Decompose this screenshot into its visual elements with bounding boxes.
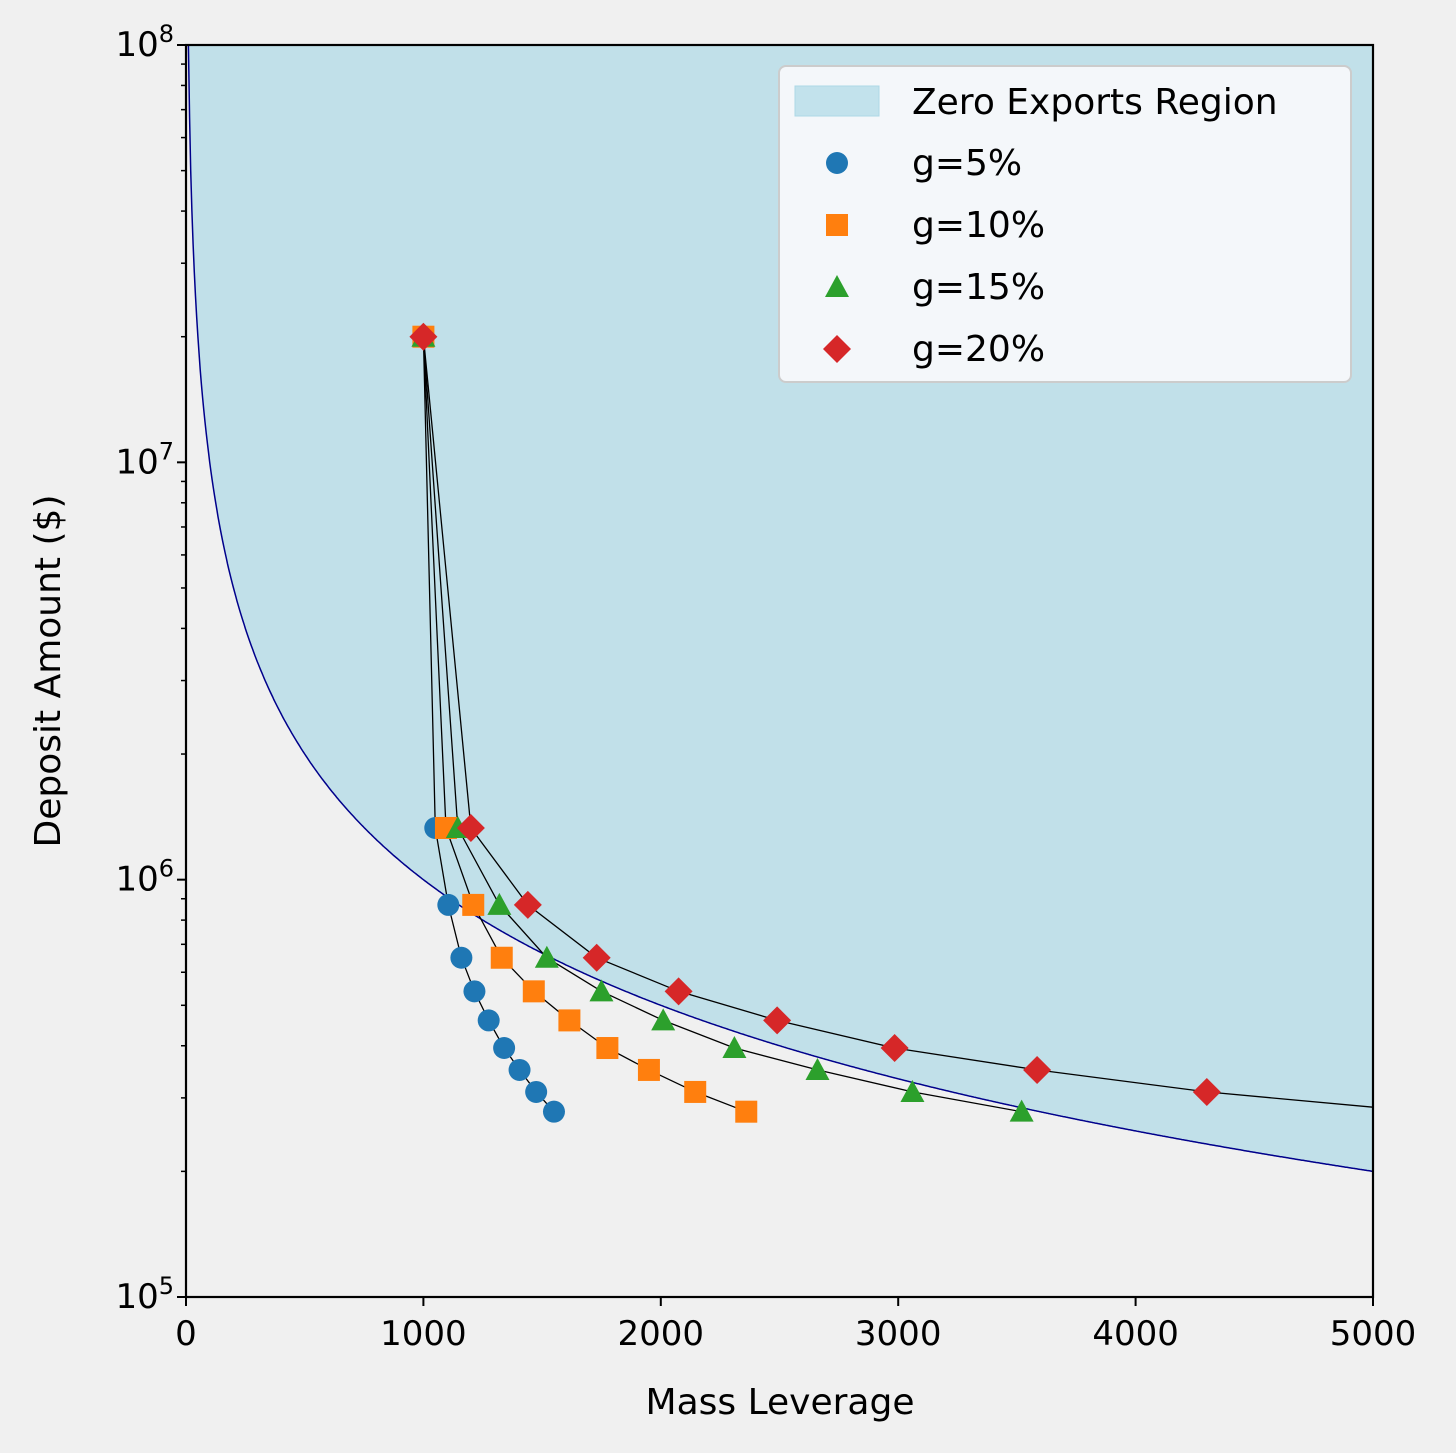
- data-point-triangle: [805, 1057, 830, 1080]
- legend-label-region: Zero Exports Region: [912, 82, 1278, 123]
- y-axis-label: Deposit Amount ($): [28, 495, 69, 848]
- data-point-square: [637, 1058, 660, 1081]
- legend-entries: g=5% g=10% g=15% g=20%: [823, 143, 1045, 370]
- y-tick-label: 105: [115, 1272, 174, 1317]
- data-point-circle: [525, 1080, 548, 1103]
- legend-swatch-region: [794, 85, 880, 117]
- data-point-triangle: [534, 945, 559, 968]
- data-point-square: [684, 1080, 707, 1103]
- legend-label: g=15%: [912, 267, 1045, 308]
- data-point-triangle: [722, 1036, 747, 1059]
- legend-frame: [778, 65, 1352, 383]
- series-lines: [422, 336, 1373, 1113]
- data-point-square: [490, 946, 513, 969]
- x-tick-label: 2000: [618, 1314, 705, 1354]
- data-point-circle: [508, 1058, 531, 1081]
- legend-label: g=20%: [912, 329, 1045, 370]
- legend-label: g=5%: [912, 143, 1022, 184]
- x-tick-label: 3000: [855, 1314, 942, 1354]
- legend: Zero Exports Region g=5% g=10% g=15% g=20%: [778, 65, 1352, 383]
- y-axis: 105 106 107 108: [115, 20, 186, 1317]
- series-line-3: [422, 336, 1022, 1113]
- series-markers: [409, 322, 1221, 1123]
- data-point-triangle: [1009, 1099, 1034, 1122]
- data-point-diamond: [409, 322, 438, 351]
- axes-frame: [184, 43, 1375, 1299]
- y-tick-label: 107: [115, 437, 174, 482]
- series-line-4: [422, 336, 1373, 1108]
- data-point-circle: [450, 946, 473, 969]
- data-point-circle: [477, 1009, 500, 1032]
- legend-marker-square: [826, 214, 848, 236]
- x-axis-label: Mass Leverage: [646, 1382, 915, 1423]
- data-point-circle: [437, 893, 460, 916]
- data-point-diamond: [582, 943, 611, 972]
- zero-exports-boundary-line: [187, 45, 1373, 1173]
- legend-marker-triangle: [825, 275, 849, 297]
- data-point-diamond: [513, 890, 542, 919]
- x-axis: 0 1000 2000 3000 4000 5000: [175, 1297, 1416, 1354]
- series-line-1: [422, 336, 555, 1113]
- data-point-circle: [493, 1037, 516, 1060]
- y-tick-label: 106: [115, 855, 174, 900]
- legend-marker-diamond: [823, 335, 851, 363]
- data-point-square: [558, 1009, 581, 1032]
- legend-label: g=10%: [912, 205, 1045, 246]
- data-point-circle: [542, 1100, 565, 1123]
- data-point-square: [522, 980, 545, 1003]
- data-point-diamond: [456, 813, 485, 842]
- x-tick-label: 4000: [1092, 1314, 1179, 1354]
- legend-marker-circle: [826, 152, 848, 174]
- series-line-2: [422, 336, 747, 1113]
- data-point-triangle: [900, 1079, 925, 1102]
- data-point-diamond: [1192, 1077, 1221, 1106]
- data-point-diamond: [763, 1006, 792, 1035]
- data-point-square: [735, 1100, 758, 1123]
- data-point-square: [596, 1037, 619, 1060]
- data-point-diamond: [664, 977, 693, 1006]
- data-point-triangle: [651, 1008, 676, 1031]
- data-point-circle: [463, 980, 486, 1003]
- y-tick-label: 108: [115, 20, 174, 65]
- data-point-triangle: [487, 892, 512, 915]
- x-tick-label: 5000: [1330, 1314, 1417, 1354]
- data-point-diamond: [1023, 1055, 1052, 1084]
- x-tick-label: 1000: [380, 1314, 467, 1354]
- data-point-triangle: [589, 979, 614, 1002]
- x-tick-label: 0: [175, 1314, 197, 1354]
- data-point-diamond: [880, 1034, 909, 1063]
- data-point-square: [462, 893, 485, 916]
